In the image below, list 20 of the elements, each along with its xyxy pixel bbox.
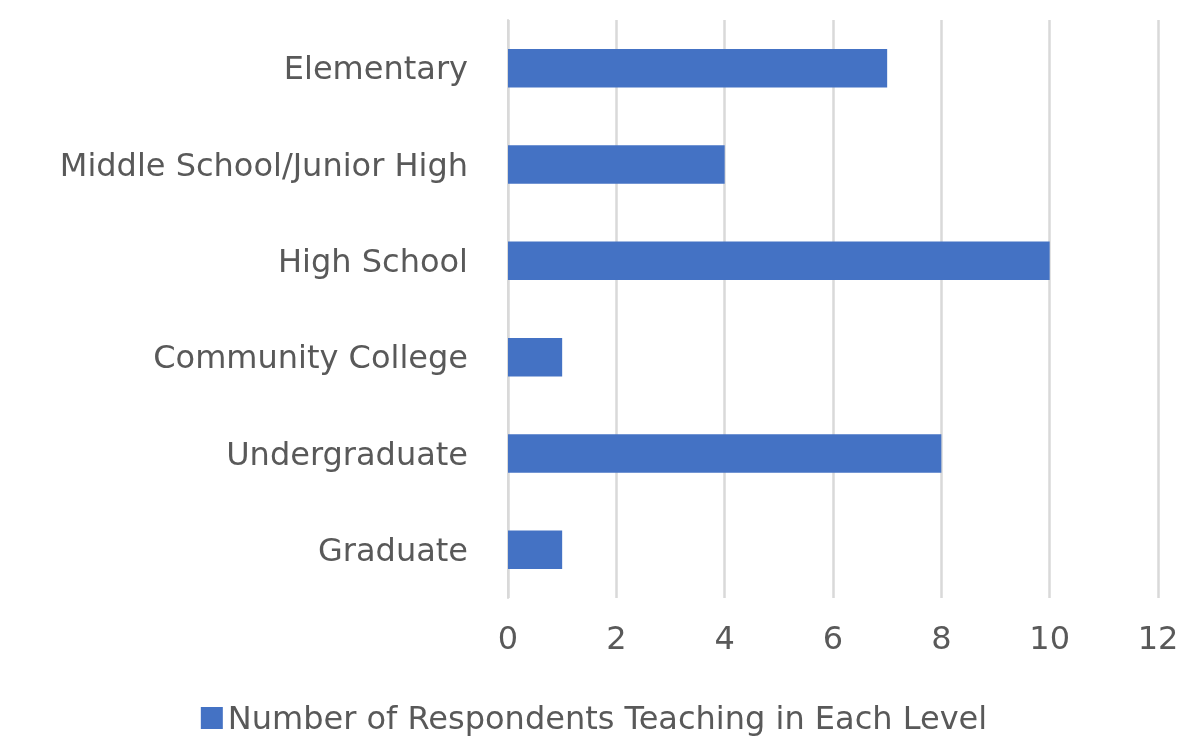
bar	[508, 241, 1050, 281]
bar	[508, 145, 725, 184]
x-tick-label: 4	[714, 619, 735, 657]
x-tick-label: 10	[1029, 619, 1071, 657]
legend-label: Number of Respondents Teaching in Each Level	[227, 699, 988, 737]
x-tick-label: 12	[1137, 619, 1179, 657]
y-tick-label: Elementary	[283, 49, 468, 88]
bar	[508, 48, 888, 88]
bar	[508, 530, 563, 570]
y-tick-label: Community College	[153, 338, 468, 377]
x-tick-label: 0	[497, 619, 519, 657]
y-tick-label: Undergraduate	[226, 434, 468, 473]
bar	[508, 337, 563, 377]
y-tick-label: High School	[278, 241, 468, 280]
bar	[508, 434, 942, 473]
x-tick-label: 6	[822, 619, 844, 657]
x-tick-label: 2	[606, 619, 627, 657]
y-tick-label: Graduate	[318, 530, 468, 569]
x-tick-label: 8	[931, 619, 952, 657]
y-tick-label: Middle School/Junior High	[59, 145, 468, 184]
